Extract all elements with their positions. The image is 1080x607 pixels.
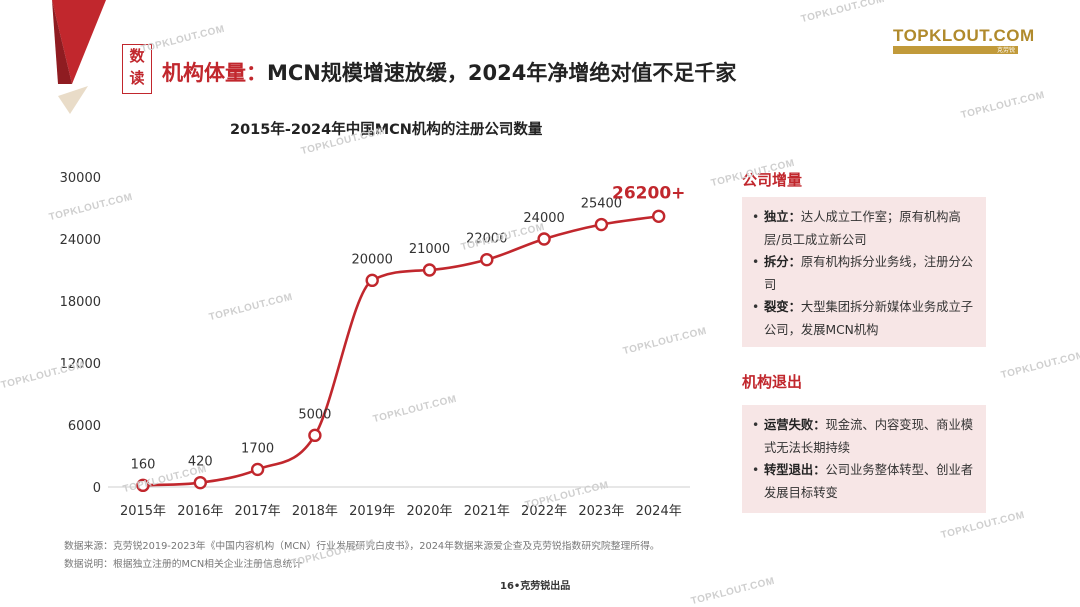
data-label: 25400 [581,197,622,212]
logo-text: TOPKLOUT.COM [893,26,1035,45]
page-title: 机构体量：MCN规模增速放缓，2024年净增绝对值不足千家 [162,57,736,87]
item-text: 达人成立工作室；原有机构高层/员工成立新公司 [764,210,961,247]
page-title-text: MCN规模增速放缓，2024年净增绝对值不足千家 [267,61,737,85]
item-term: 拆分： [764,255,801,269]
data-note: 数据说明：根据独立注册的MCN相关企业注册信息统计 [64,559,303,570]
exit-heading: 机构退出 [742,373,803,391]
page-number: 16•克劳锐出品 [500,581,571,592]
x-tick-label: 2015年 [120,504,166,519]
data-label: 5000 [298,407,331,422]
data-point [537,232,551,246]
item-text: 现金流、内容变现、商业模式无法长期持续 [764,418,974,455]
data-point [480,252,494,267]
chart-title: 2015年-2024年中国MCN机构的注册公司数量 [230,122,543,138]
item-text: 公司业务整体转型、创业者发展目标转变 [764,463,974,500]
increase-heading: 公司增量 [742,171,803,189]
y-tick-label: 12000 [60,357,101,372]
y-tick-label: 0 [93,481,101,496]
item-text: 原有机构拆分业务线，注册分公司 [764,255,974,292]
x-tick-label: 2020年 [406,504,452,519]
watermark: TOPKLOUT.COM [959,89,1046,122]
brand-logo: TOPKLOUT.COM 克劳锐 [893,26,1034,60]
logo-bar: 克劳锐 [893,46,1018,54]
data-label: 21000 [409,242,450,257]
increase-panel: 独立：达人成立工作室；原有机构高层/员工成立新公司 拆分：原有机构拆分业务线，注… [742,197,986,347]
data-label: 26200+ [612,183,685,203]
item-term: 独立： [764,210,801,224]
y-tick-label: 18000 [60,295,101,310]
data-source: 数据来源：克劳锐2019-2023年《中国内容机构（MCN）行业发展研究白皮书》… [64,541,660,552]
data-point [422,263,437,277]
item-text: 大型集团拆分新媒体业务成立子公司，发展MCN机构 [764,300,974,337]
data-point [594,217,609,232]
x-tick-label: 2024年 [636,504,682,519]
item-term: 运营失败： [764,418,826,432]
x-tick-label: 2021年 [464,504,510,519]
page-title-highlight: 机构体量： [162,61,267,85]
increase-item: 裂变：大型集团拆分新媒体业务成立子公司，发展MCN机构 [752,296,976,341]
data-point [136,478,150,493]
corner-decoration [52,0,106,114]
item-term: 裂变： [764,300,801,314]
exit-panel: 运营失败：现金流、内容变现、商业模式无法长期持续 转型退出：公司业务整体转型、创… [742,405,986,513]
series-line [142,214,659,487]
tag-line-1: 数 [129,47,145,65]
exit-item: 转型退出：公司业务整体转型、创业者发展目标转变 [752,459,976,504]
exit-item: 运营失败：现金流、内容变现、商业模式无法长期持续 [752,414,976,459]
data-label: 1700 [241,441,274,456]
data-label: 160 [131,457,156,472]
increase-item: 独立：达人成立工作室；原有机构高层/员工成立新公司 [752,206,976,251]
y-tick-label: 30000 [60,171,101,186]
data-label: 22000 [466,232,507,247]
item-term: 转型退出： [764,463,826,477]
data-label: 20000 [352,252,393,267]
watermark: TOPKLOUT.COM [939,509,1026,542]
watermark: TOPKLOUT.COM [689,575,776,607]
y-tick-label: 6000 [68,419,101,434]
data-label: 420 [188,455,213,470]
x-tick-label: 2016年 [177,504,223,519]
data-label: 24000 [523,211,564,226]
x-tick-label: 2018年 [292,504,338,519]
y-tick-label: 24000 [60,233,101,248]
watermark: TOPKLOUT.COM [799,0,886,26]
x-tick-label: 2022年 [521,504,567,519]
data-point [365,273,379,288]
x-tick-label: 2023年 [578,504,624,519]
x-tick-label: 2019年 [349,504,395,519]
watermark: TOPKLOUT.COM [999,349,1080,382]
data-point [652,209,666,223]
increase-item: 拆分：原有机构拆分业务线，注册分公司 [752,251,976,296]
data-point [250,462,265,477]
line-chart: 0 6000 12000 18000 24000 30000 2015年 2016年 2017年… [60,171,690,519]
section-tag: 数 读 [122,44,152,94]
data-point [308,428,322,443]
tag-line-2: 读 [129,69,145,87]
x-tick-label: 2017年 [235,504,281,519]
data-point [193,475,208,490]
logo-sub-text: 克劳锐 [996,47,1015,54]
